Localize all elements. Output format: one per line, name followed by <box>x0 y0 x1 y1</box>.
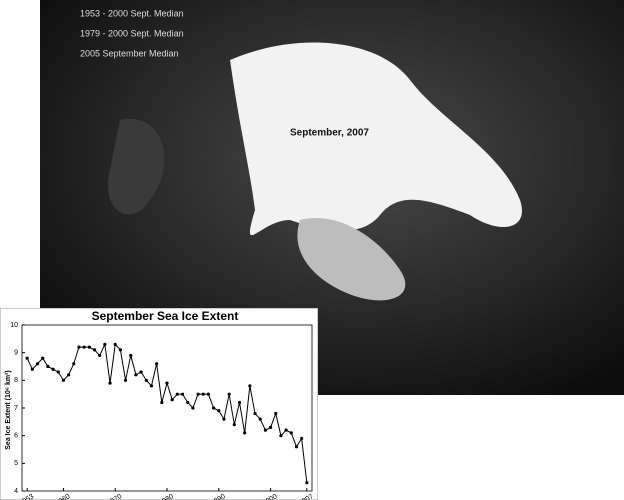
data-point <box>274 412 277 415</box>
data-point <box>98 354 101 357</box>
data-point <box>222 417 225 420</box>
data-point <box>72 362 75 365</box>
data-point <box>77 346 80 349</box>
annotation: September, 2007 <box>290 128 369 139</box>
data-point <box>108 382 111 385</box>
legend-entry: 1953 - 2000 Sept. Median <box>80 8 184 18</box>
data-point <box>238 401 241 404</box>
data-point <box>217 409 220 412</box>
data-point <box>150 384 153 387</box>
data-point <box>93 348 96 351</box>
data-point <box>171 398 174 401</box>
data-point <box>243 431 246 434</box>
data-point <box>253 412 256 415</box>
data-point <box>88 346 91 349</box>
data-point <box>285 429 288 432</box>
data-point <box>119 348 122 351</box>
y-tick-label: 6 <box>14 433 18 440</box>
data-point <box>165 382 168 385</box>
data-point <box>264 429 267 432</box>
data-point <box>207 393 210 396</box>
page: 1953 - 2000 Sept. Median 1979 - 2000 Sep… <box>0 0 624 500</box>
data-point <box>191 406 194 409</box>
data-point <box>295 445 298 448</box>
data-point <box>57 370 60 373</box>
data-point <box>140 370 143 373</box>
data-point <box>134 373 137 376</box>
y-tick-label: 4 <box>14 488 18 495</box>
data-point <box>155 362 158 365</box>
data-point <box>103 343 106 346</box>
data-point <box>36 362 39 365</box>
data-point <box>124 379 127 382</box>
data-point <box>26 357 29 360</box>
data-point <box>114 343 117 346</box>
data-point <box>145 379 148 382</box>
data-point <box>83 346 86 349</box>
y-tick-label: 9 <box>14 350 18 357</box>
data-point <box>31 368 34 371</box>
data-point <box>202 393 205 396</box>
data-point <box>233 423 236 426</box>
y-tick-label: 8 <box>14 377 18 384</box>
chart-title: September Sea Ice Extent <box>92 309 239 323</box>
y-tick-label: 7 <box>14 405 18 412</box>
data-point <box>181 393 184 396</box>
y-tick-label: 5 <box>14 460 18 467</box>
data-point <box>46 365 49 368</box>
data-point <box>67 373 70 376</box>
data-point <box>228 393 231 396</box>
data-point <box>290 431 293 434</box>
data-point <box>186 401 189 404</box>
legend-entry: 2005 September Median <box>80 48 179 58</box>
y-tick-label: 10 <box>10 322 18 329</box>
data-point <box>160 401 163 404</box>
data-point <box>62 379 65 382</box>
data-point <box>248 384 251 387</box>
data-point <box>279 434 282 437</box>
chart-frame <box>0 308 318 500</box>
legend-entry: 1979 - 2000 Sept. Median <box>80 28 184 38</box>
data-point <box>300 437 303 440</box>
data-point <box>41 357 44 360</box>
y-axis-label: Sea Ice Extent (10⁶ km²) <box>5 370 12 449</box>
data-point <box>129 354 132 357</box>
data-point <box>259 417 262 420</box>
inset-chart: September Sea Ice Extent Sea Ice Extent … <box>0 308 318 500</box>
data-point <box>212 406 215 409</box>
data-point <box>196 393 199 396</box>
data-point <box>51 368 54 371</box>
data-point <box>305 481 308 484</box>
data-point <box>269 426 272 429</box>
data-point <box>176 393 179 396</box>
